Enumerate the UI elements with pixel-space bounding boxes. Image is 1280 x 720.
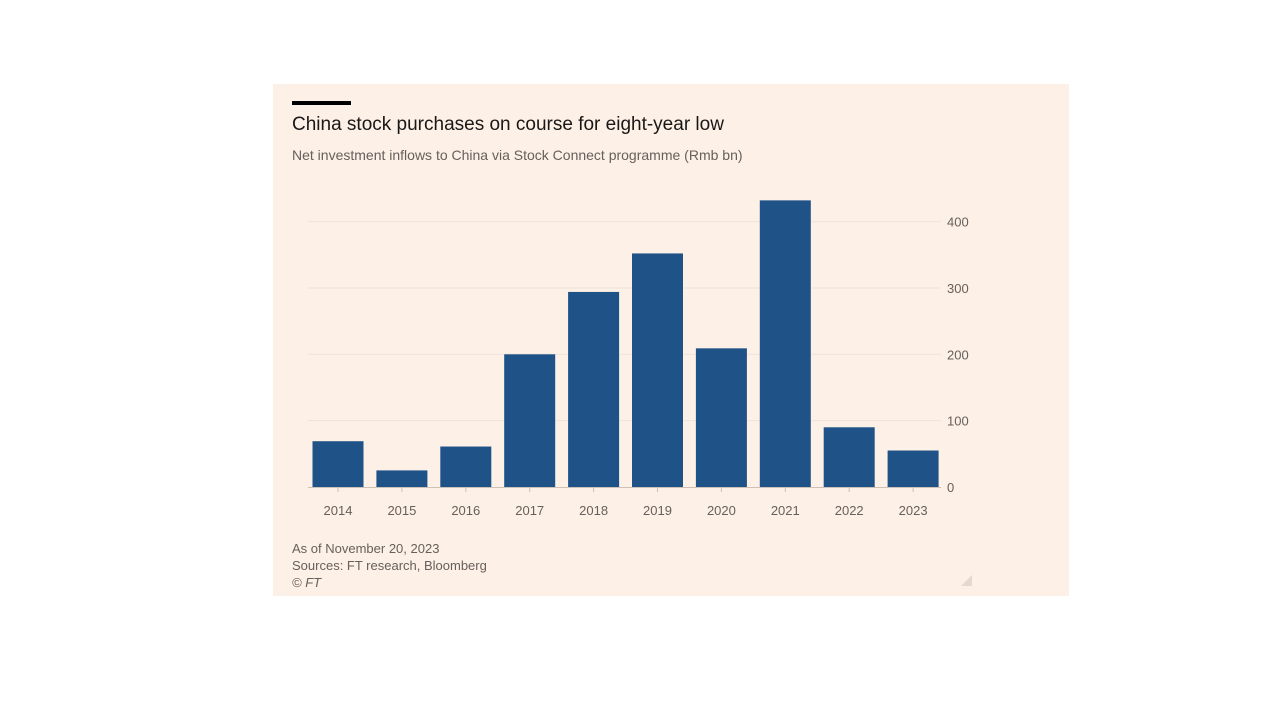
bar-2019 <box>632 253 683 487</box>
x-tick-label: 2018 <box>579 503 608 518</box>
title-accent-bar <box>292 101 351 105</box>
x-tick-label: 2014 <box>324 503 353 518</box>
bar-2015 <box>376 470 428 487</box>
x-tick-label: 2019 <box>643 503 672 518</box>
x-tick-label: 2017 <box>515 503 544 518</box>
bar-2020 <box>695 348 747 487</box>
y-tick-label: 400 <box>947 215 969 230</box>
bar-2023 <box>887 450 939 487</box>
x-tick-label: 2023 <box>899 503 928 518</box>
bar-2021 <box>759 200 811 488</box>
y-tick-label: 300 <box>947 281 969 296</box>
bar-chart: 0 100 200 300 400 2014 2015 2016 2017 2018 2019 202… <box>308 200 969 518</box>
chart-card: China stock purchases on course for eigh… <box>273 84 1069 596</box>
x-tick-label: 2021 <box>771 503 800 518</box>
y-tick-label: 200 <box>947 347 969 362</box>
x-tick-label: 2020 <box>707 503 736 518</box>
resize-handle-icon[interactable] <box>961 575 972 586</box>
bar-2018 <box>568 291 620 487</box>
chart-title: China stock purchases on course for eigh… <box>292 114 724 135</box>
copyright-note: © FT <box>292 575 322 590</box>
y-tick-label: 0 <box>947 480 954 495</box>
x-tick-label: 2016 <box>451 503 480 518</box>
x-tick-label: 2022 <box>835 503 864 518</box>
bar-2016 <box>440 446 492 487</box>
y-tick-label: 100 <box>947 414 969 429</box>
x-tick-label: 2015 <box>387 503 416 518</box>
sources-note: Sources: FT research, Bloomberg <box>292 558 487 573</box>
bar-2017 <box>504 354 556 487</box>
as-of-note: As of November 20, 2023 <box>292 541 440 556</box>
bar-2014 <box>312 441 364 487</box>
chart-subtitle: Net investment inflows to China via Stoc… <box>292 147 743 163</box>
bar-2022 <box>823 427 875 487</box>
